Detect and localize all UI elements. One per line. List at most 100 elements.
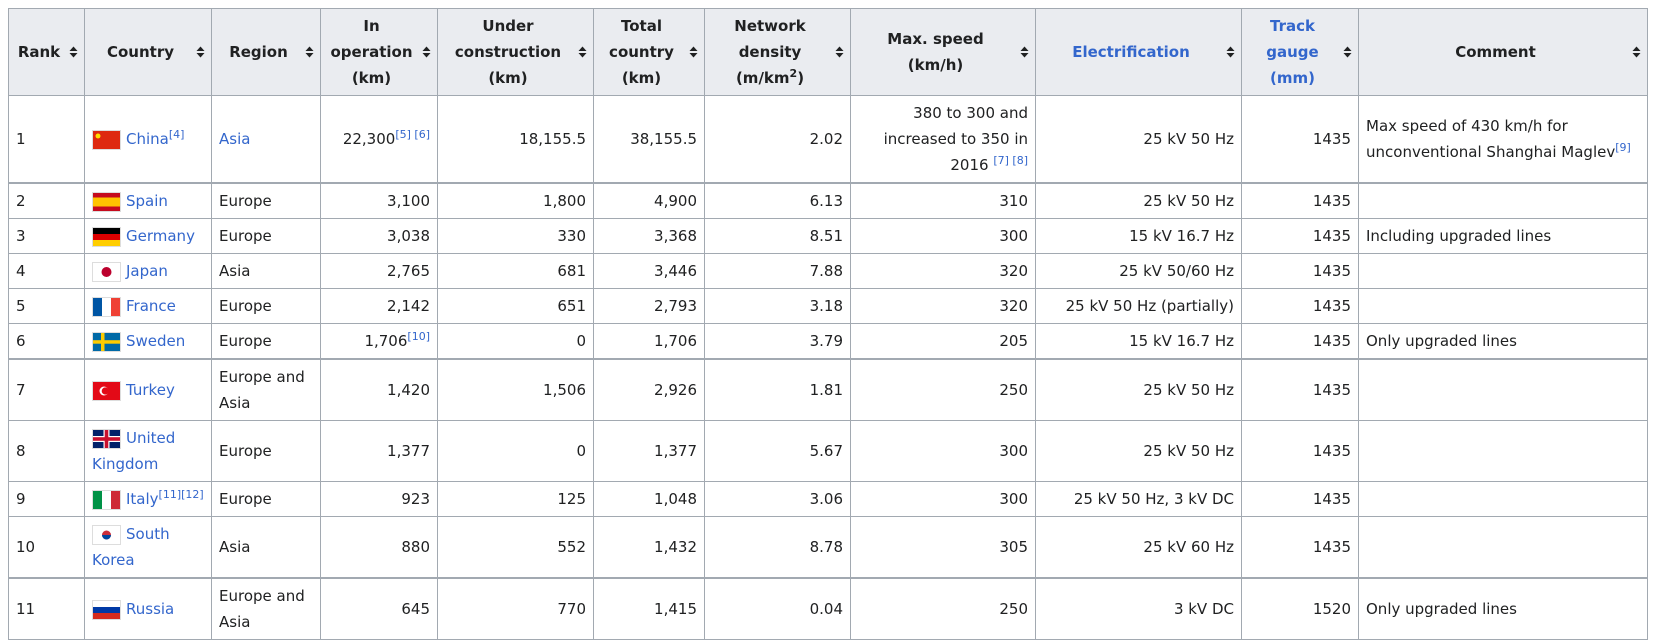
country-link[interactable]: Turkey (126, 381, 175, 399)
cell-text: 2,765 (387, 262, 430, 280)
cell-text: 681 (557, 262, 586, 280)
column-header[interactable]: Electrification (1035, 8, 1242, 96)
cell-text: 310 (999, 192, 1028, 210)
header-text: Max. speed (km/h) (887, 30, 984, 74)
table-cell: 2,793 (593, 288, 705, 324)
country-link[interactable]: South Korea (92, 525, 170, 569)
sort-icon[interactable] (835, 46, 844, 58)
sort-icon[interactable] (305, 46, 314, 58)
table-cell: South Korea (84, 516, 212, 579)
table-cell: 1435 (1241, 516, 1359, 579)
table-cell: 38,155.5 (593, 95, 705, 184)
flag-icon (92, 380, 121, 401)
header-text: Comment (1455, 43, 1536, 61)
table-row: 11 Russia Europe and Asia 645 770 1,415 0.04 25… (8, 577, 1648, 640)
country-link[interactable]: Japan (126, 262, 168, 280)
reference[interactable]: [4] (168, 128, 185, 141)
column-header[interactable]: Region (211, 8, 321, 96)
table-row: 7 Turkey Europe and Asia 1,420 1,506 2,926 1.8… (8, 358, 1648, 421)
cell-text: 1435 (1312, 332, 1351, 350)
sort-icon[interactable] (1343, 46, 1352, 58)
cell-text: 1435 (1312, 490, 1351, 508)
column-header[interactable]: Comment (1358, 8, 1648, 96)
cell-text: 25 kV 50 Hz (1143, 381, 1234, 399)
column-header[interactable]: Total country (km) (593, 8, 705, 96)
cell-text: Only upgraded lines (1366, 600, 1517, 618)
country-link[interactable]: Spain (126, 192, 168, 210)
reference[interactable]: [10] (407, 330, 430, 343)
table-cell: 25 kV 50 Hz (1035, 420, 1242, 482)
header-text: Total country (km) (609, 17, 674, 87)
column-header[interactable]: Under construction (km) (437, 8, 594, 96)
country-link[interactable]: Sweden (126, 332, 186, 350)
cell-text: 1435 (1312, 130, 1351, 148)
cell-text: 250 (999, 600, 1028, 618)
table-cell: 3,038 (320, 218, 438, 254)
sort-icon[interactable] (196, 46, 205, 58)
table-cell: 1435 (1241, 420, 1359, 482)
cell-text: Europe (219, 442, 272, 460)
cell-text: 1435 (1312, 538, 1351, 556)
cell-text: 3,038 (387, 227, 430, 245)
table-cell: 0 (437, 420, 594, 482)
cell-text: 3,100 (387, 192, 430, 210)
table-cell: 1,706 (593, 323, 705, 360)
cell-text: 25 kV 50 Hz, 3 kV DC (1073, 490, 1234, 508)
country-link[interactable]: Germany (126, 227, 195, 245)
column-header[interactable]: Network density (m/km2) (704, 8, 851, 96)
cell-text[interactable]: Asia (219, 130, 251, 148)
country-link[interactable]: China (126, 130, 169, 148)
rail-table: Rank Country Region In operation (km) Under … (8, 8, 1648, 640)
table-cell: 25 kV 50/60 Hz (1035, 253, 1242, 289)
column-header[interactable]: Max. speed (km/h) (850, 8, 1036, 96)
sort-icon[interactable] (689, 46, 698, 58)
table-row: 3 Germany Europe 3,038 330 3,368 8.51 300 15 kV … (8, 218, 1648, 254)
reference[interactable]: [11][12] (158, 488, 204, 501)
table-row: 5 France Europe 2,142 651 2,793 3.18 320 25 kV 5… (8, 288, 1648, 324)
country-link[interactable]: United Kingdom (92, 429, 176, 473)
cell-text: 25 kV 50 Hz (1143, 130, 1234, 148)
table-cell: 1,506 (437, 358, 594, 421)
column-header[interactable]: Track gauge (mm) (1241, 8, 1359, 96)
sort-icon[interactable] (422, 46, 431, 58)
cell-text: 1,377 (387, 442, 430, 460)
table-cell: Only upgraded lines (1358, 323, 1648, 360)
table-cell: 1435 (1241, 95, 1359, 184)
reference[interactable]: [7] [8] (993, 154, 1028, 167)
column-header[interactable]: In operation (km) (320, 8, 438, 96)
cell-text: 2,793 (654, 297, 697, 315)
table-cell: 6 (8, 323, 85, 360)
reference[interactable]: [9] (1615, 141, 1631, 154)
header-text: Network density (m/km (734, 17, 806, 87)
table-row: 6 Sweden Europe 1,706[10] 0 1,706 3.79 205 15 kV… (8, 323, 1648, 360)
sort-icon[interactable] (1226, 46, 1235, 58)
cell-text: 0 (576, 442, 586, 460)
table-row: 10 South Korea Asia 880 552 1,432 8.78 305 25 kV… (8, 516, 1648, 579)
sort-icon[interactable] (578, 46, 587, 58)
sort-icon[interactable] (69, 46, 78, 58)
cell-text: 4 (16, 262, 26, 280)
table-cell: 2,142 (320, 288, 438, 324)
table-cell: Only upgraded lines (1358, 577, 1648, 640)
sort-icon[interactable] (1020, 46, 1029, 58)
table-cell: Spain (84, 182, 212, 219)
cell-text: 1 (16, 130, 26, 148)
cell-text: 2,926 (654, 381, 697, 399)
table-cell: 4 (8, 253, 85, 289)
country-link[interactable]: Russia (126, 600, 175, 618)
cell-text: 1,706 (364, 332, 408, 350)
cell-text: Asia (219, 262, 251, 280)
reference[interactable]: [5] [6] (395, 128, 430, 141)
table-cell: 1,432 (593, 516, 705, 579)
cell-text: Europe (219, 490, 272, 508)
cell-text: 1435 (1312, 297, 1351, 315)
cell-text: 320 (999, 262, 1028, 280)
column-header[interactable]: Rank (8, 8, 85, 96)
column-header[interactable]: Country (84, 8, 212, 96)
table-cell: 305 (850, 516, 1036, 579)
country-link[interactable]: Italy (126, 490, 159, 508)
country-link[interactable]: France (126, 297, 176, 315)
cell-text: 5 (16, 297, 26, 315)
sort-icon[interactable] (1632, 46, 1641, 58)
header-text: Electrification (1072, 43, 1190, 61)
